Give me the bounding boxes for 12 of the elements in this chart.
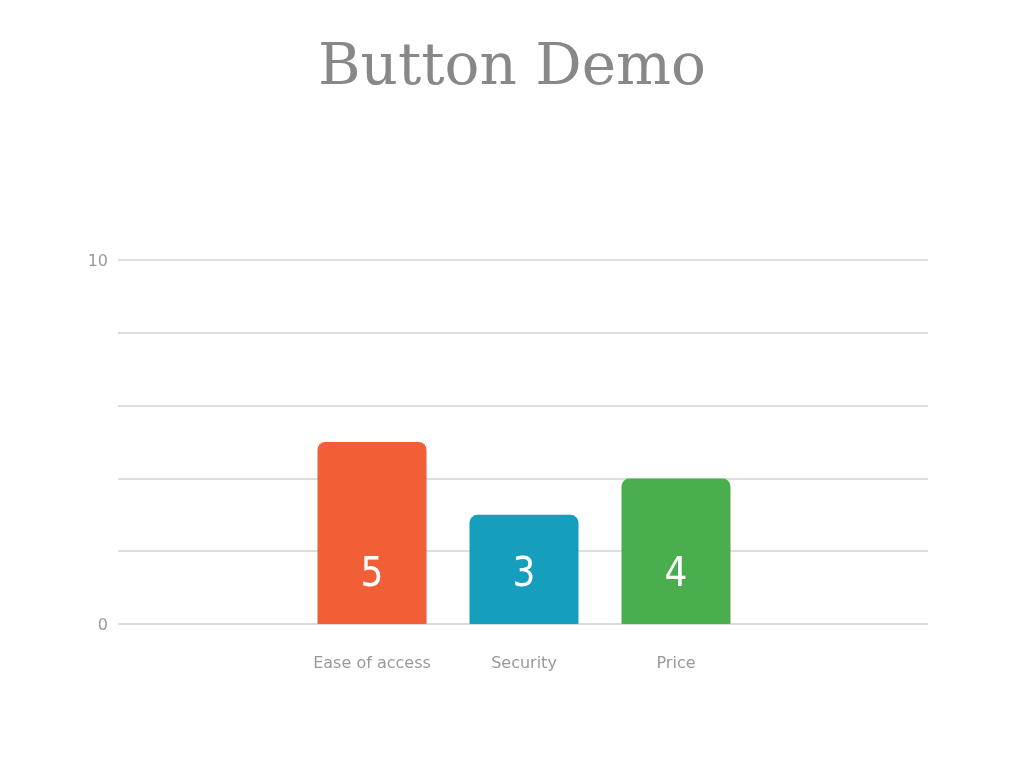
bar <box>621 478 731 624</box>
chart-title: Button Demo <box>317 30 707 98</box>
x-tick-label: Ease of access <box>313 652 431 672</box>
y-tick-label: 0 <box>97 614 108 634</box>
bar <box>317 442 427 624</box>
y-tick-label: 10 <box>87 250 108 270</box>
bar <box>469 514 579 624</box>
data-label: 4 <box>664 549 688 595</box>
x-tick-label: Security <box>491 652 557 672</box>
data-label: 3 <box>512 549 536 595</box>
x-tick-label: Price <box>656 652 696 672</box>
data-label: 5 <box>360 549 384 595</box>
